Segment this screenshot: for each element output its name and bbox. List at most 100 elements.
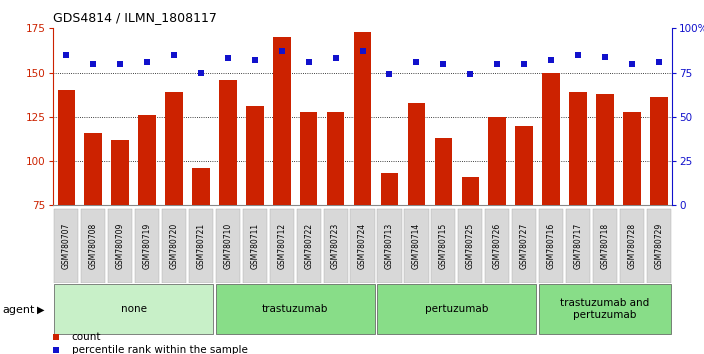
Point xyxy=(519,61,530,67)
Text: GSM780707: GSM780707 xyxy=(62,223,71,269)
Text: GSM780714: GSM780714 xyxy=(412,223,421,269)
Text: percentile rank within the sample: percentile rank within the sample xyxy=(72,346,248,354)
Bar xyxy=(138,115,156,205)
Text: ▶: ▶ xyxy=(37,305,44,315)
Point xyxy=(330,56,341,61)
FancyBboxPatch shape xyxy=(243,209,267,283)
Bar xyxy=(596,94,614,205)
Point xyxy=(627,61,638,67)
FancyBboxPatch shape xyxy=(377,209,401,283)
FancyBboxPatch shape xyxy=(215,284,375,333)
FancyBboxPatch shape xyxy=(189,209,213,283)
Text: GSM780713: GSM780713 xyxy=(385,223,394,269)
FancyBboxPatch shape xyxy=(135,209,159,283)
Bar xyxy=(300,112,318,205)
Text: GSM780711: GSM780711 xyxy=(251,223,259,269)
Bar xyxy=(542,73,560,205)
Point xyxy=(465,72,476,77)
FancyBboxPatch shape xyxy=(351,209,375,283)
Bar xyxy=(515,126,533,205)
Bar xyxy=(327,112,344,205)
Text: GSM780728: GSM780728 xyxy=(627,223,636,269)
Point xyxy=(357,48,368,54)
Text: GSM780708: GSM780708 xyxy=(89,223,98,269)
Bar xyxy=(58,90,75,205)
Text: count: count xyxy=(72,332,101,342)
Point xyxy=(438,61,449,67)
Bar xyxy=(381,173,398,205)
Text: GSM780729: GSM780729 xyxy=(654,223,663,269)
FancyBboxPatch shape xyxy=(539,284,671,333)
Bar xyxy=(434,138,452,205)
Bar xyxy=(650,97,667,205)
Point xyxy=(276,48,287,54)
FancyBboxPatch shape xyxy=(215,209,240,283)
Bar xyxy=(111,140,129,205)
Bar xyxy=(354,32,371,205)
Point xyxy=(599,54,610,59)
Text: GSM780726: GSM780726 xyxy=(493,223,502,269)
Point xyxy=(303,59,314,65)
Text: GSM780709: GSM780709 xyxy=(115,223,125,269)
Point xyxy=(61,52,72,58)
Point xyxy=(51,334,62,340)
FancyBboxPatch shape xyxy=(458,209,482,283)
Text: trastuzumab: trastuzumab xyxy=(262,304,328,314)
FancyBboxPatch shape xyxy=(539,209,563,283)
Bar xyxy=(273,37,291,205)
Text: agent: agent xyxy=(2,305,34,315)
FancyBboxPatch shape xyxy=(324,209,348,283)
Bar xyxy=(489,117,506,205)
Point xyxy=(142,59,153,65)
Text: GSM780727: GSM780727 xyxy=(520,223,529,269)
Bar xyxy=(570,92,587,205)
Point xyxy=(653,59,665,65)
Bar xyxy=(192,168,210,205)
Text: GSM780715: GSM780715 xyxy=(439,223,448,269)
FancyBboxPatch shape xyxy=(512,209,536,283)
FancyBboxPatch shape xyxy=(81,209,106,283)
Point xyxy=(384,72,395,77)
FancyBboxPatch shape xyxy=(108,209,132,283)
FancyBboxPatch shape xyxy=(620,209,644,283)
Text: GSM780725: GSM780725 xyxy=(466,223,474,269)
Point xyxy=(249,57,260,63)
Text: none: none xyxy=(120,304,146,314)
FancyBboxPatch shape xyxy=(296,209,321,283)
FancyBboxPatch shape xyxy=(566,209,590,283)
Text: GSM780718: GSM780718 xyxy=(601,223,610,269)
Point xyxy=(222,56,234,61)
Point xyxy=(546,57,557,63)
Point xyxy=(51,348,62,353)
Bar xyxy=(408,103,425,205)
Point xyxy=(115,61,126,67)
Point xyxy=(195,70,206,75)
Text: GSM780717: GSM780717 xyxy=(574,223,582,269)
Text: trastuzumab and
pertuzumab: trastuzumab and pertuzumab xyxy=(560,298,650,320)
Text: GDS4814 / ILMN_1808117: GDS4814 / ILMN_1808117 xyxy=(53,11,217,24)
FancyBboxPatch shape xyxy=(270,209,294,283)
FancyBboxPatch shape xyxy=(162,209,186,283)
Point xyxy=(491,61,503,67)
Text: GSM780712: GSM780712 xyxy=(277,223,287,269)
Bar xyxy=(623,112,641,205)
FancyBboxPatch shape xyxy=(377,284,536,333)
Bar xyxy=(165,92,183,205)
Point xyxy=(87,61,99,67)
FancyBboxPatch shape xyxy=(54,209,78,283)
Text: GSM780723: GSM780723 xyxy=(331,223,340,269)
Text: pertuzumab: pertuzumab xyxy=(425,304,489,314)
Text: GSM780716: GSM780716 xyxy=(546,223,555,269)
Bar xyxy=(246,106,263,205)
Text: GSM780719: GSM780719 xyxy=(143,223,151,269)
FancyBboxPatch shape xyxy=(432,209,455,283)
Text: GSM780721: GSM780721 xyxy=(196,223,206,269)
Point xyxy=(572,52,584,58)
Bar xyxy=(219,80,237,205)
Text: GSM780722: GSM780722 xyxy=(304,223,313,269)
FancyBboxPatch shape xyxy=(647,209,671,283)
FancyBboxPatch shape xyxy=(485,209,510,283)
Text: GSM780724: GSM780724 xyxy=(358,223,367,269)
Point xyxy=(411,59,422,65)
Bar xyxy=(462,177,479,205)
